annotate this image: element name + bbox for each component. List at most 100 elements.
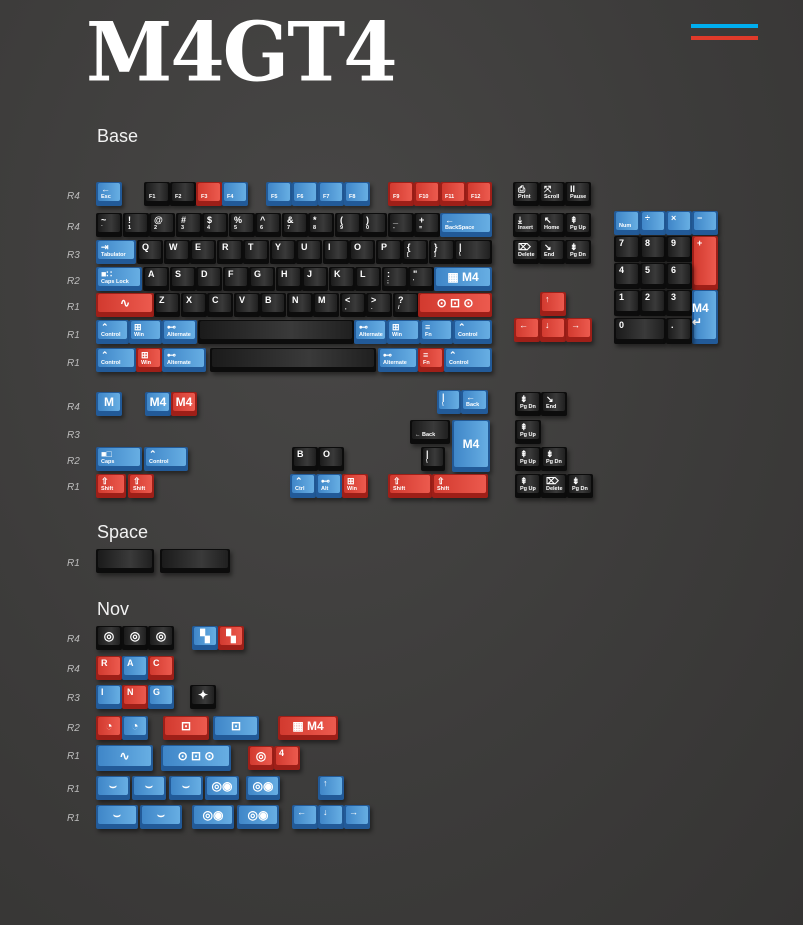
keycap-legend: ⇧ (133, 476, 141, 486)
keycap-0: ) 0 (361, 213, 387, 237)
keycap-face (272, 241, 294, 259)
keycap-face (517, 475, 539, 493)
keycap-face (568, 319, 590, 337)
row-label: R4 (67, 402, 80, 413)
keycap-face (431, 241, 453, 259)
keycap-legend: ⊞ (347, 476, 355, 486)
keycap-sublegend: Win (392, 332, 403, 338)
keycap-legend: ! (128, 215, 131, 225)
row-label: R3 (67, 430, 80, 441)
keycap-sublegend: Pg Dn (572, 486, 588, 492)
keycap-sublegend: Ctrl (295, 486, 305, 492)
keycap-win: ⊞ Win (136, 348, 162, 372)
keycap-legend: > (371, 295, 377, 305)
keycap-race-track-graphic: ∿ (96, 293, 154, 317)
keycap-face (616, 237, 638, 257)
target-circle-icon: ◎ (155, 629, 167, 643)
keycap-symbol: × (666, 211, 692, 235)
keycap-checkered-flag-icon: ▚ (192, 626, 218, 650)
keycap-win: ⊞ Win (387, 320, 420, 344)
keycap-face (245, 241, 267, 259)
wheels-graphic-icon: ◎◉ (211, 779, 233, 793)
row-label: R3 (67, 693, 80, 704)
keycap-alternate: ⊷ Alternate (162, 320, 197, 344)
keycap-face (616, 212, 638, 230)
keycap-sublegend: F11 (445, 194, 455, 200)
keycap-legend: E (195, 242, 202, 252)
keycap-face (694, 291, 716, 339)
keycap-g: G (148, 685, 174, 709)
row-label: R4 (67, 634, 80, 645)
keycap-f8: F8 (344, 182, 370, 206)
keycap-legend: R (222, 242, 229, 252)
keycap-legend: ↓ (323, 807, 328, 817)
keycap-legend: → (571, 320, 580, 330)
keycap-8: * 8 (308, 213, 334, 237)
keycap-sublegend: Delete (546, 486, 563, 492)
keycap-face (320, 448, 342, 466)
keycap-face (98, 627, 120, 645)
keycap-face (395, 294, 417, 312)
keycap-face (337, 214, 359, 232)
keycap-sublegend: Pg Dn (520, 404, 536, 410)
keycap-face (363, 214, 385, 232)
keycap-legend: ↘ (546, 394, 554, 404)
keycap-face (200, 321, 352, 339)
keycap-9: (9 (335, 213, 361, 237)
keycap-legend: ⇞ (520, 422, 528, 432)
keycap-sublegend: Control (149, 459, 169, 465)
keycap-win: ⊞ Win (342, 474, 368, 498)
keycap-legend: ⇟ (570, 242, 578, 252)
keycap-face (172, 183, 194, 201)
car-front-graphic-icon: ⊡ (180, 719, 192, 733)
keycap-f: F (223, 267, 249, 291)
keycap-legend: ⌦ (518, 242, 531, 252)
keycap-face (124, 686, 146, 704)
keycap-control: ⌃ Control (96, 320, 129, 344)
keycap-sublegend: Tabulator (101, 252, 126, 258)
keycap-face (298, 241, 320, 259)
wing-graphic-icon: ⌣ (113, 807, 121, 822)
keycap-face (163, 746, 229, 766)
keycap-s: S (170, 267, 196, 291)
keycap-face (668, 237, 690, 257)
keycap-legend: S (175, 269, 182, 279)
keycap-face (98, 657, 120, 675)
keycap-6: ^ 6 (255, 213, 281, 237)
m4-logo-enter-icon: ▦ M4 (292, 719, 324, 733)
keycap-legend: O (323, 449, 331, 459)
keycap-legend: ↓ (545, 320, 550, 330)
keycap-face (289, 294, 311, 312)
keycap-g: G (249, 267, 275, 291)
keycap-legend: } (434, 242, 438, 252)
keycap-legend: I (328, 242, 331, 252)
keycap-t: T (243, 240, 269, 264)
keycap-face (124, 717, 146, 735)
keycap-sublegend: End (544, 252, 555, 258)
wheels-graphic-icon: ◎◉ (252, 779, 274, 793)
keycap-r: R (217, 240, 243, 264)
keycap-fn: ≡ Fn (418, 348, 444, 372)
keycap-sublegend: Num (619, 223, 632, 229)
keycap-legend: ⌃ (295, 476, 303, 486)
keycap-face (236, 294, 258, 312)
car-front-graphic-icon: ⊡ (230, 719, 242, 733)
keycap-face (164, 349, 204, 367)
keycap-face (215, 717, 257, 735)
keycap-face (456, 241, 490, 259)
keycap-d: D (196, 267, 222, 291)
keycap-face (98, 294, 152, 312)
keycap-face (204, 214, 226, 232)
keycap-sublegend: Alternate (167, 360, 191, 366)
keycap-legend: II (570, 184, 576, 194)
keycap-5: 5 (640, 263, 666, 289)
keycap-alt: ⊷ Alt (316, 474, 342, 498)
keycap-p: P (376, 240, 402, 264)
flag-stripe-red (691, 36, 758, 40)
keycap-face (541, 214, 563, 232)
keycap-face (310, 214, 332, 232)
keycap-sublegend: Home (544, 225, 560, 231)
keycap-face (567, 241, 589, 259)
keycap-legend: H (281, 269, 288, 279)
keycap-legend: ⊷ (383, 350, 392, 360)
